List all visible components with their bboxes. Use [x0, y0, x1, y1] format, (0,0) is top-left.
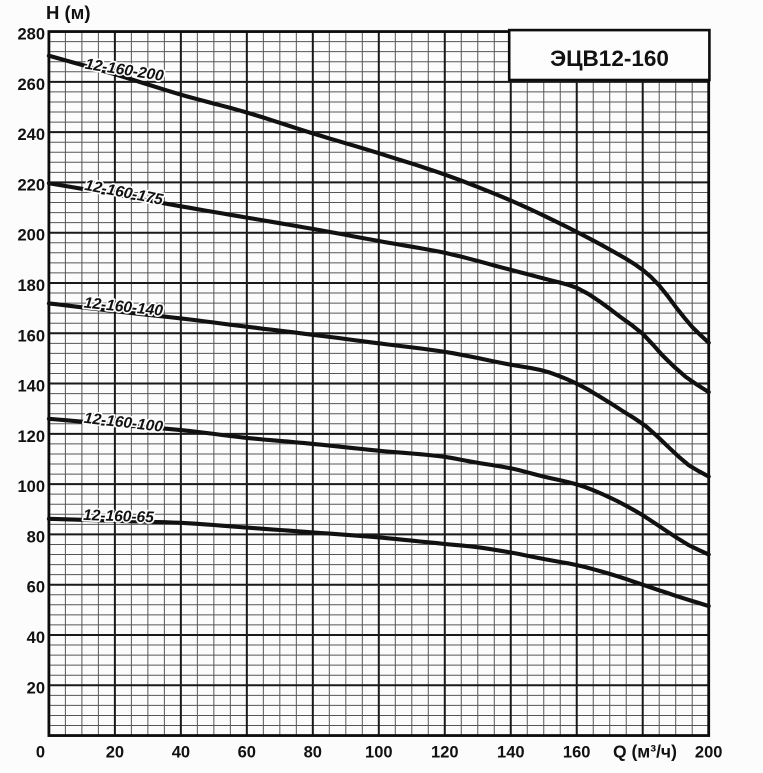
svg-text:140: 140: [17, 378, 45, 396]
svg-text:280: 280: [17, 26, 45, 44]
svg-text:20: 20: [27, 679, 45, 697]
svg-text:160: 160: [17, 327, 45, 345]
svg-text:ЭЦВ12-160: ЭЦВ12-160: [550, 46, 669, 71]
svg-text:80: 80: [304, 744, 322, 762]
svg-text:12-160-65: 12-160-65: [83, 507, 155, 526]
svg-text:20: 20: [106, 744, 124, 762]
svg-text:180: 180: [17, 277, 45, 295]
svg-text:200: 200: [17, 227, 45, 245]
svg-text:Q (м³/ч): Q (м³/ч): [613, 742, 677, 762]
svg-text:60: 60: [238, 744, 256, 762]
svg-text:240: 240: [17, 126, 45, 144]
svg-text:0: 0: [36, 744, 45, 762]
svg-text:220: 220: [17, 176, 45, 194]
svg-text:40: 40: [172, 744, 190, 762]
svg-text:120: 120: [17, 428, 45, 446]
svg-text:120: 120: [431, 744, 459, 762]
svg-text:200: 200: [695, 744, 723, 762]
svg-text:140: 140: [497, 744, 525, 762]
svg-text:60: 60: [27, 579, 45, 597]
svg-text:260: 260: [17, 76, 45, 94]
svg-text:H (м): H (м): [46, 2, 91, 23]
svg-text:100: 100: [17, 478, 45, 496]
svg-text:40: 40: [27, 629, 45, 647]
svg-text:160: 160: [563, 744, 591, 762]
svg-text:100: 100: [365, 744, 393, 762]
svg-text:80: 80: [27, 528, 45, 546]
